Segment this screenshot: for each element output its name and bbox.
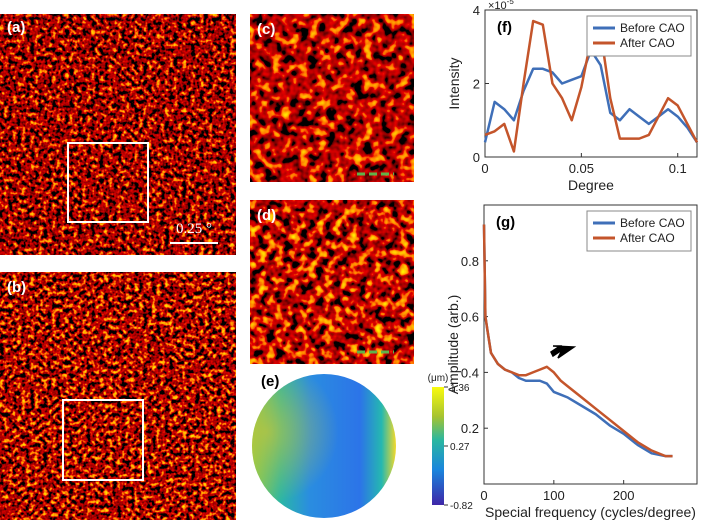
panel-label: (d) (257, 207, 276, 224)
arrow (550, 345, 577, 359)
scale-label: 0.25 ° (176, 221, 212, 237)
wavefront-map (252, 374, 396, 518)
multiplier-base: ×10 (488, 0, 507, 12)
y-multiplier: ×10-5 (488, 0, 514, 12)
line-chart: 0 100 200 0.2 0.4 0.6 0.8 Special frequency (cy… (445, 204, 698, 520)
legend-label: After CAO (620, 231, 675, 245)
roi-box (67, 142, 149, 223)
y-tick-label: 4 (473, 3, 480, 18)
x-tick-label: 100 (543, 488, 565, 503)
panel-label: (f) (497, 19, 512, 36)
panel-e: (e) (μm) 1.36 0.27 -0.82 (252, 373, 473, 518)
x-axis-label: Degree (568, 177, 614, 193)
panel-a: 0.25 ° (a) (0, 14, 236, 255)
speckle-image (0, 272, 236, 520)
line-chart: 0 0.05 0.1 0 2 4 ×10-5 Degree Intensity (f) Before… (446, 0, 699, 193)
y-tick-label: 0.6 (461, 310, 479, 325)
y-tick-label: 0 (473, 150, 480, 165)
x-tick-label: 0 (480, 488, 487, 503)
colorbar (432, 387, 444, 505)
speckle-image (250, 200, 414, 364)
x-tick-label: 200 (613, 488, 635, 503)
panel-label: (e) (261, 373, 279, 390)
legend-label: Before CAO (620, 21, 685, 35)
x-axis-label: Special frequency (cycles/degree) (485, 504, 696, 520)
panel-b: (b) (0, 272, 236, 520)
y-axis-label: Amplitude (arb.) (445, 295, 461, 395)
panel-label: (c) (257, 21, 275, 38)
colorbar-tick-label: 0.27 (450, 442, 470, 453)
panel-label: (b) (7, 279, 26, 296)
legend-box (586, 15, 692, 57)
y-tick-label: 0.4 (461, 365, 479, 380)
colorbar-tick-label: -0.82 (450, 501, 473, 512)
panel-c: (c) (250, 14, 414, 182)
legend-label: After CAO (620, 36, 675, 50)
legend-label: Before CAO (620, 216, 685, 230)
speckle-image (0, 14, 236, 255)
legend-box (586, 210, 692, 252)
multiplier-exponent: -5 (507, 0, 515, 6)
panel-d: (d) (250, 200, 414, 364)
series-line (482, 224, 673, 458)
colorbar-unit: (μm) (428, 373, 449, 384)
x-tick-label: 0.05 (569, 161, 594, 176)
panel-label: (a) (7, 19, 25, 36)
speckle-image (250, 14, 414, 182)
y-axis-label: Intensity (446, 57, 462, 109)
colorbar-tick-label: 1.36 (450, 383, 470, 394)
panel-label: (g) (496, 214, 515, 231)
y-tick-label: 0.2 (461, 421, 479, 436)
roi-box (62, 399, 144, 481)
x-tick-label: 0.1 (669, 161, 687, 176)
x-tick-label: 0 (481, 161, 488, 176)
y-tick-label: 2 (473, 77, 480, 92)
y-tick-label: 0.8 (461, 254, 479, 269)
